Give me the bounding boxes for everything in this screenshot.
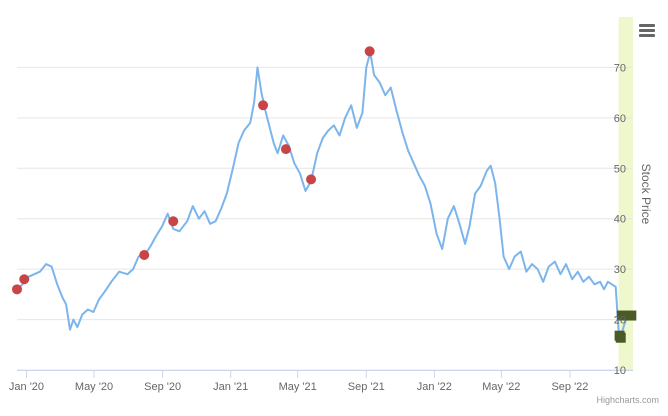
y-tick-label: 60	[614, 113, 626, 125]
plot-band-layer	[618, 17, 633, 370]
x-tick-label: Sep '21	[348, 381, 385, 393]
marker-square	[615, 332, 626, 343]
marker-dot	[12, 284, 22, 295]
y-tick-label: 40	[614, 214, 626, 226]
x-tick-label: Jan '22	[417, 381, 452, 393]
x-tick-label: Jan '20	[9, 381, 44, 393]
marker-dot	[168, 216, 179, 227]
x-tick-label: May '22	[482, 381, 520, 393]
x-axis-layer: Jan '20 May '20 Sep '20 Jan '21 May '21 Sep '…	[9, 370, 633, 393]
plot-band	[618, 17, 633, 370]
marker-square	[616, 310, 627, 321]
marker-square	[626, 310, 637, 321]
marker-layer	[12, 46, 637, 343]
price-line	[16, 51, 632, 339]
marker-dot	[19, 274, 30, 285]
y-tick-label: 30	[614, 264, 626, 276]
x-tick-label: May '20	[75, 381, 113, 393]
x-tick-label: Jan '21	[213, 381, 248, 393]
y-axis-label-layer: 10 20 30 40 50 60 70	[614, 62, 626, 377]
chart-menu-button[interactable]	[635, 20, 659, 40]
marker-dot	[306, 174, 317, 185]
x-tick-label: May '21	[279, 381, 317, 393]
hamburger-menu-icon	[639, 24, 655, 37]
marker-dot	[364, 46, 375, 57]
y-tick-label: 10	[614, 365, 626, 377]
x-tick-label: Sep '20	[144, 381, 181, 393]
x-tick-label: Sep '22	[551, 381, 588, 393]
series-layer	[16, 51, 632, 339]
marker-dot	[280, 144, 291, 155]
y-axis-title: Stock Price	[639, 164, 653, 225]
marker-dot	[139, 250, 150, 261]
y-tick-label: 20	[614, 315, 626, 327]
credits-link[interactable]: Highcharts.com	[596, 395, 659, 405]
y-tick-label: 50	[614, 163, 626, 175]
y-tick-label: 70	[614, 62, 626, 74]
marker-dot	[258, 100, 269, 111]
